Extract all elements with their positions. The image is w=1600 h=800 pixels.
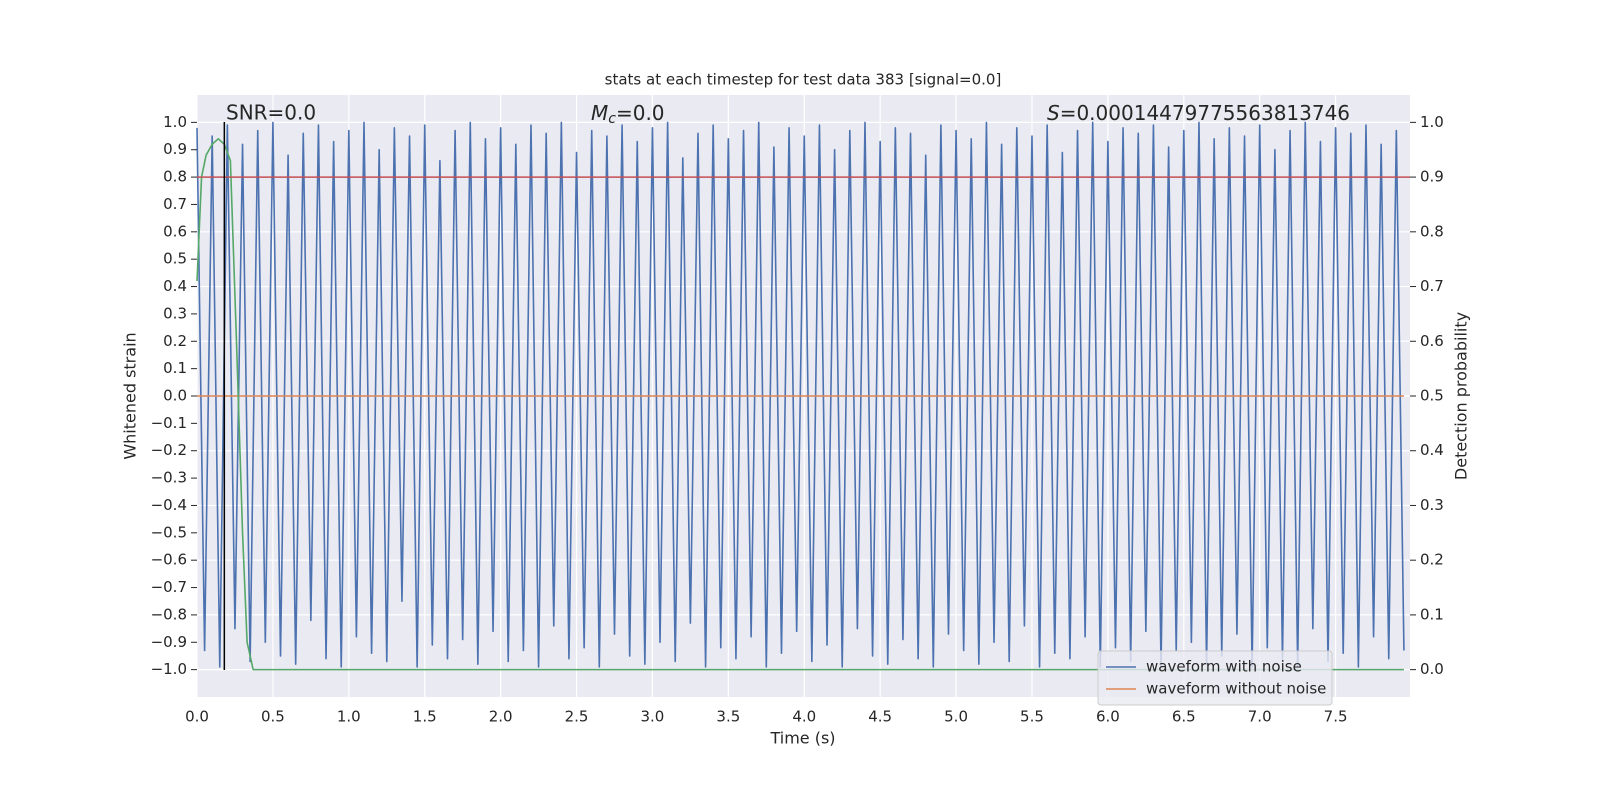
y2-tick-label: 0.5 (1420, 387, 1444, 405)
x-tick-label: 6.5 (1172, 708, 1196, 726)
y-tick-label: 0.0 (163, 387, 187, 405)
y2-tick-label: 0.2 (1420, 551, 1444, 569)
y2-tick-label: 1.0 (1420, 113, 1444, 131)
x-tick-label: 5.5 (1020, 708, 1044, 726)
x-tick-label: 2.0 (489, 708, 513, 726)
x-tick-label: 0.0 (185, 708, 209, 726)
legend-box (1097, 650, 1333, 706)
snr-annotation: SNR=0.0 (226, 101, 316, 125)
legend-label: waveform with noise (1146, 658, 1302, 676)
y-tick-label: 0.5 (163, 250, 187, 268)
x-tick-label: 5.0 (944, 708, 968, 726)
y-tick-label: −0.8 (151, 605, 187, 623)
marks (196, 121, 1410, 671)
y-tick-label: 0.2 (163, 332, 187, 350)
y-tick-label: −0.2 (151, 441, 187, 459)
series-line (196, 137, 1404, 671)
y2-tick-label: 0.3 (1420, 496, 1444, 514)
y2-axis-label: Detection probability (1452, 312, 1471, 480)
y2-tick-label: 0.7 (1420, 277, 1444, 295)
y2-tick-label: 0.9 (1420, 168, 1444, 186)
mc-annotation: Mc=0.0 (591, 101, 665, 128)
y-tick-label: −0.7 (151, 578, 187, 596)
s-value: =0.00014479775563813746 (1060, 101, 1350, 125)
legend: waveform with noise waveform without nois… (1097, 650, 1333, 706)
x-tick-label: 3.5 (716, 708, 740, 726)
y-tick-label: 0.6 (163, 222, 187, 240)
mc-value: =0.0 (616, 101, 665, 125)
y-tick-label: 0.8 (163, 168, 187, 186)
y-tick-label: −0.6 (151, 551, 187, 569)
x-axis-label: Time (s) (769, 729, 835, 748)
chart-title: stats at each timestep for test data 383… (605, 71, 1002, 89)
x-tick-label: 7.5 (1324, 708, 1348, 726)
x-tick-label: 1.5 (413, 708, 437, 726)
y-tick-label: 1.0 (163, 113, 187, 131)
series-line (196, 121, 1405, 668)
x-tick-label: 0.5 (261, 708, 285, 726)
y-tick-label: −0.9 (151, 633, 187, 651)
y-tick-label: −0.4 (151, 496, 187, 514)
x-tick-label: 4.5 (868, 708, 892, 726)
x-tick-label: 3.0 (641, 708, 665, 726)
y-axis-label: Whitened strain (121, 332, 140, 459)
y-tick-label: 0.7 (163, 195, 187, 213)
y-tick-label: −1.0 (151, 660, 187, 678)
y-tick-label: 0.1 (163, 359, 187, 377)
x-tick-label: 6.0 (1096, 708, 1120, 726)
y2-tick-label: 0.8 (1420, 222, 1444, 240)
y-tick-label: −0.5 (151, 523, 187, 541)
mc-symbol: M (591, 101, 608, 125)
y-tick-label: −0.3 (151, 469, 187, 487)
y-tick-label: 0.9 (163, 140, 187, 158)
y2-tick-label: 0.0 (1420, 660, 1444, 678)
legend-label: waveform without noise (1146, 680, 1326, 698)
y-tick-label: 0.4 (163, 277, 187, 295)
x-tick-label: 4.0 (792, 708, 816, 726)
mc-subscript: c (608, 111, 616, 127)
y2-tick-label: 0.6 (1420, 332, 1444, 350)
x-tick-label: 2.5 (565, 708, 589, 726)
y2-tick-label: 0.1 (1420, 605, 1444, 623)
s-symbol: S (1047, 101, 1060, 125)
x-tick-label: 7.0 (1248, 708, 1272, 726)
s-annotation: S=0.00014479775563813746 (1047, 101, 1350, 125)
y2-tick-label: 0.4 (1420, 441, 1444, 459)
y-tick-label: 0.3 (163, 304, 187, 322)
x-tick-label: 1.0 (337, 708, 361, 726)
y-tick-label: −0.1 (151, 414, 187, 432)
